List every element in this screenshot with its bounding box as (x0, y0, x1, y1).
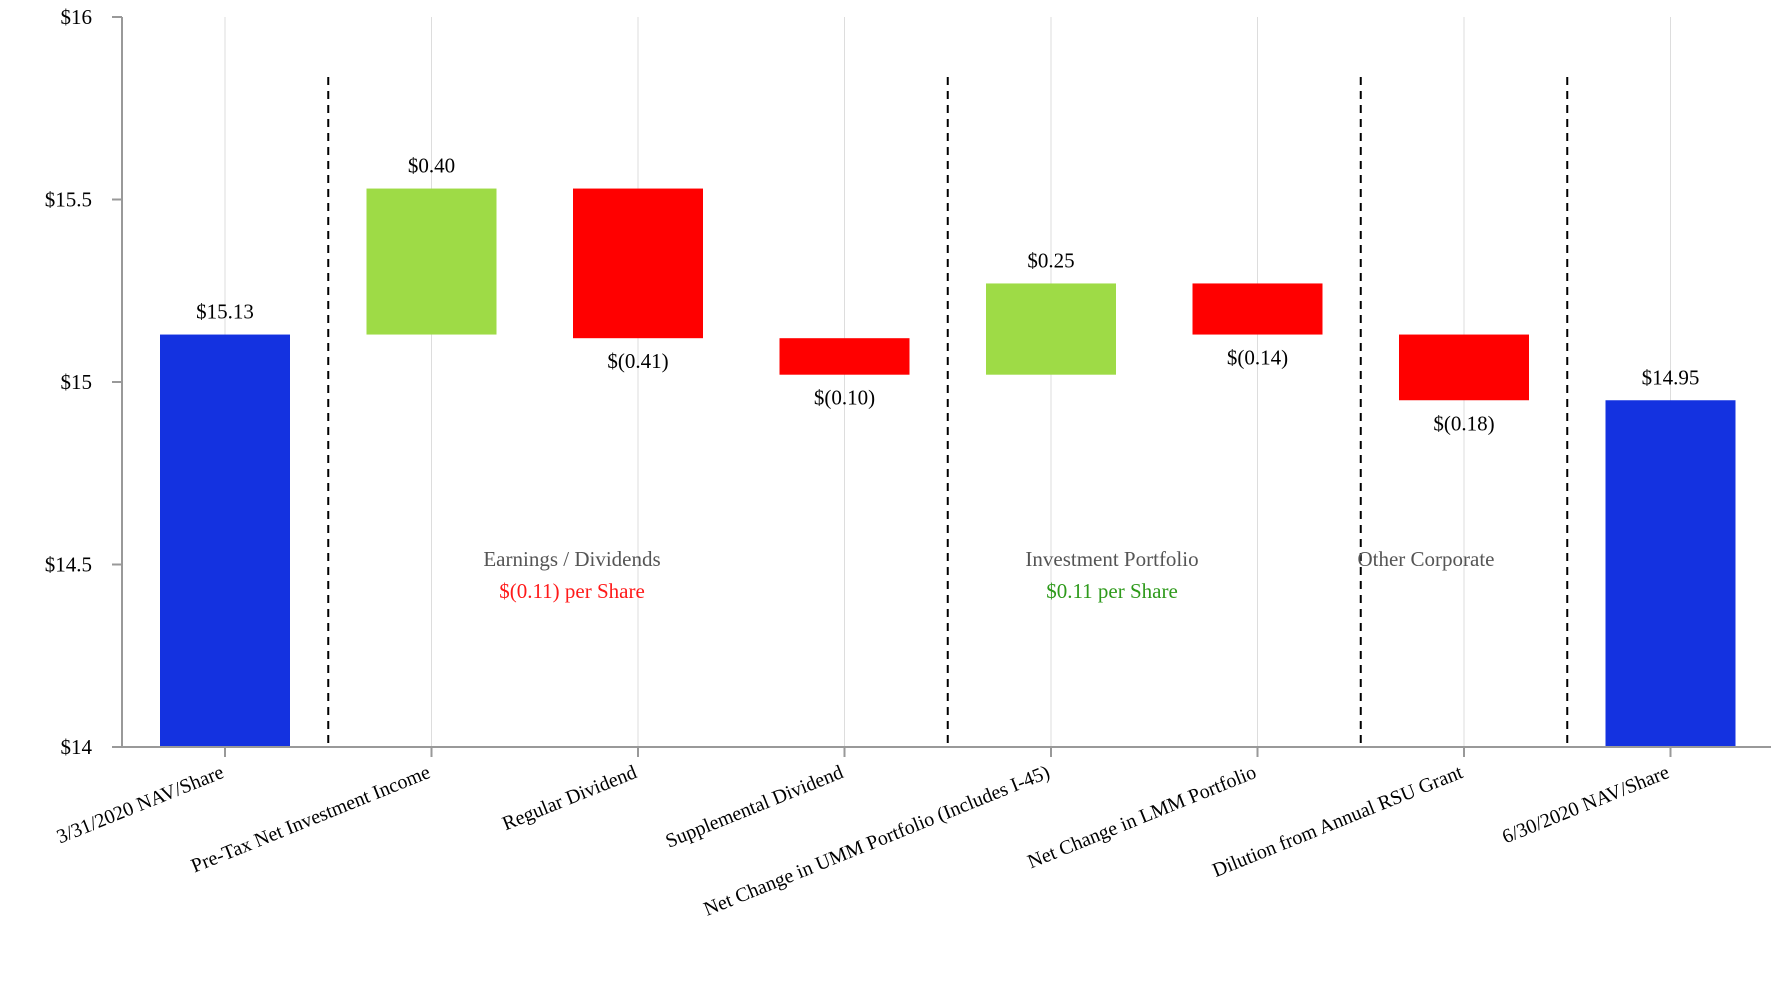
y-tick-label: $15.5 (45, 188, 92, 212)
section-dividers (327, 77, 1569, 743)
bar-total (1605, 400, 1736, 747)
bar-decrease (573, 188, 703, 339)
section-annotations: Earnings / Dividends $(0.11) per Share Inv… (483, 547, 1494, 603)
data-label: $(0.41) (607, 349, 668, 373)
y-tick-label: $14.5 (45, 553, 92, 577)
section-subtitle: $(0.11) per Share (499, 579, 645, 603)
data-label: $0.25 (1027, 248, 1074, 272)
bar-increase (366, 188, 497, 335)
bar-decrease (1399, 334, 1529, 401)
bar-total (160, 334, 290, 747)
section-subtitle: $0.11 per Share (1046, 579, 1178, 603)
bar-decrease (1192, 283, 1323, 335)
y-tick-label: $15 (61, 370, 93, 394)
section-title: Investment Portfolio (1025, 547, 1198, 571)
data-label: $0.40 (408, 154, 455, 178)
x-tick-label: Regular Dividend (499, 761, 640, 835)
section-title: Other Corporate (1357, 547, 1494, 571)
grid-lines (224, 17, 1671, 747)
y-tick-label: $16 (61, 5, 93, 29)
axes: $14$14.5$15$15.5$163/31/2020 NAV/SharePr… (45, 5, 1771, 921)
data-label: $14.95 (1642, 365, 1700, 389)
x-tick-label: 3/31/2020 NAV/Share (54, 761, 227, 848)
data-label: $(0.10) (814, 386, 875, 410)
x-tick-label: Supplemental Dividend (663, 761, 847, 852)
y-tick-label: $14 (61, 735, 93, 759)
data-label: $(0.18) (1433, 411, 1494, 435)
section-title: Earnings / Dividends (483, 547, 660, 571)
data-labels: $15.13 $0.40 $(0.41) $(0.10) $0.25 $(0.14) $(0… (196, 154, 1699, 436)
bar-increase (986, 283, 1116, 375)
data-label: $(0.14) (1227, 346, 1288, 370)
x-tick-label: 6/30/2020 NAV/Share (1499, 761, 1672, 848)
x-tick-label: Net Change in UMM Portfolio (Includes I-… (701, 761, 1053, 920)
bars (160, 188, 1736, 747)
bar-decrease (779, 338, 910, 375)
data-label: $15.13 (196, 300, 254, 324)
